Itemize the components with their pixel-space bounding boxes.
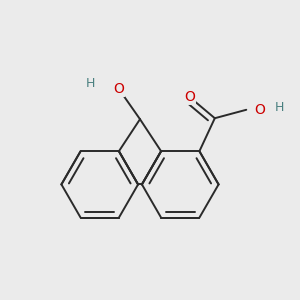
Text: O: O [184,90,195,104]
Text: O: O [254,103,265,117]
Text: H: H [86,77,95,90]
Text: H: H [275,101,284,114]
Text: O: O [114,82,124,96]
